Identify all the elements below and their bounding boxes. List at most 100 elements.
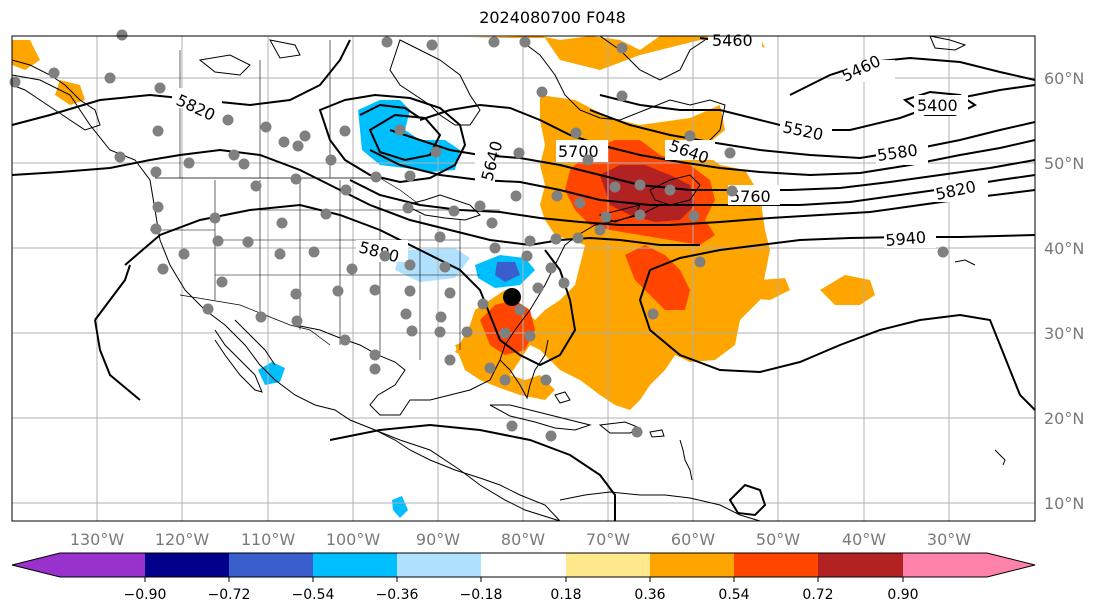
pacific-coast — [11, 74, 561, 522]
orange-region-east — [820, 275, 875, 305]
station-dot — [634, 179, 646, 191]
colorbar-min-extend — [12, 553, 60, 577]
station-dot — [116, 29, 128, 41]
station-dot — [379, 250, 391, 262]
station-dot — [150, 223, 162, 235]
hudson-bay — [389, 39, 481, 126]
station-dot — [340, 184, 352, 196]
colorbar-tick-2: −0.72 — [208, 587, 251, 603]
station-dot — [574, 197, 586, 209]
colorbar: −0.90 −0.72 −0.54 −0.36 −0.18 0.18 0.36 … — [11, 552, 1036, 603]
station-dot — [404, 170, 416, 182]
royalblue-region-carolinas — [495, 262, 520, 282]
station-dot — [572, 232, 584, 244]
station-dot — [513, 147, 525, 159]
station-dot — [154, 82, 166, 94]
station-dot — [152, 125, 164, 137]
lightblue-region-midwest — [395, 248, 470, 282]
station-dot — [570, 127, 582, 139]
station-dot — [104, 72, 116, 84]
station-dot — [519, 36, 531, 48]
station-dot — [152, 201, 164, 213]
graticule — [12, 36, 1035, 521]
station-dot — [332, 285, 344, 297]
lon-label-50: 50°W — [756, 530, 800, 549]
blue-region-pacific — [392, 496, 408, 518]
station-dot — [150, 166, 162, 178]
lon-label-30: 30°W — [927, 530, 971, 549]
bahamas — [554, 391, 571, 404]
contour-label-5760: 5760 — [730, 187, 771, 206]
station-dot — [209, 212, 221, 224]
lat-label-30: 30°N — [1044, 324, 1084, 343]
station-dot — [402, 202, 414, 214]
contour-labels: 5820 5640 5700 5640 5460 5400 5520 5580 … — [172, 30, 988, 266]
colorbar-tick-7: 0.36 — [634, 587, 665, 603]
station-dot — [157, 263, 169, 275]
station-dot — [255, 311, 267, 323]
station-dot — [202, 303, 214, 315]
contour-lake — [359, 103, 421, 119]
colorbar-seg-11 — [903, 553, 987, 577]
station-dot — [9, 76, 21, 88]
station-dot — [320, 208, 332, 220]
colorbar-seg-2 — [145, 553, 229, 577]
station-dot — [430, 146, 442, 158]
blue-region-mexico — [258, 362, 285, 385]
puerto-rico — [649, 429, 665, 438]
colorbar-seg-6 — [481, 553, 566, 577]
storm-center-marker — [503, 288, 521, 306]
colorbar-seg-8 — [650, 553, 734, 577]
station-dot — [510, 190, 522, 202]
contour-5580 — [589, 109, 1036, 160]
station-dot — [461, 326, 473, 338]
lat-label-50: 50°N — [1044, 154, 1084, 173]
station-dot — [369, 284, 381, 296]
gulf-coast — [294, 204, 661, 416]
station-dot — [609, 181, 621, 193]
station-dot — [550, 233, 562, 245]
contour-closed-low — [318, 93, 467, 184]
station-dot — [937, 246, 949, 258]
station-dot — [290, 173, 302, 185]
station-dot — [291, 315, 303, 327]
station-dot — [514, 304, 526, 316]
lon-label-60: 60°W — [671, 530, 715, 549]
station-dot — [114, 151, 126, 163]
colorbar-tick-1: −0.90 — [124, 587, 167, 603]
station-dot — [406, 325, 418, 337]
colorbar-max-extend — [987, 553, 1035, 577]
station-dot — [540, 374, 552, 386]
station-dot — [400, 308, 412, 320]
station-dot — [404, 259, 416, 271]
station-dot — [521, 250, 533, 262]
station-dot — [536, 86, 548, 98]
station-dot — [524, 235, 536, 247]
station-dot — [370, 171, 382, 183]
station-dot — [290, 288, 302, 300]
newfoundland — [649, 174, 701, 206]
contour-5940-loop — [638, 269, 1036, 411]
labrador-coast — [519, 39, 726, 151]
contour-label-5400: 5400 — [917, 96, 958, 115]
station-dot — [278, 136, 290, 148]
station-dot — [308, 246, 320, 258]
station-dot — [558, 277, 570, 289]
station-dot — [726, 185, 738, 197]
station-dot — [346, 263, 358, 275]
nova-scotia — [598, 204, 641, 223]
colorbar-tick-9: 0.72 — [802, 587, 833, 603]
colorbar-tick-10: 0.90 — [887, 587, 918, 603]
station-dot — [486, 217, 498, 229]
station-dot — [524, 330, 536, 342]
contour-label-5940: 5940 — [885, 228, 927, 250]
station-dot — [439, 261, 451, 273]
map-frame — [11, 35, 1036, 522]
station-dot — [616, 42, 628, 54]
station-dot — [724, 147, 736, 159]
station-dot — [292, 140, 304, 152]
cuba — [489, 404, 592, 431]
gulf-of-california — [234, 319, 276, 366]
lon-label-130: 130°W — [70, 530, 125, 549]
